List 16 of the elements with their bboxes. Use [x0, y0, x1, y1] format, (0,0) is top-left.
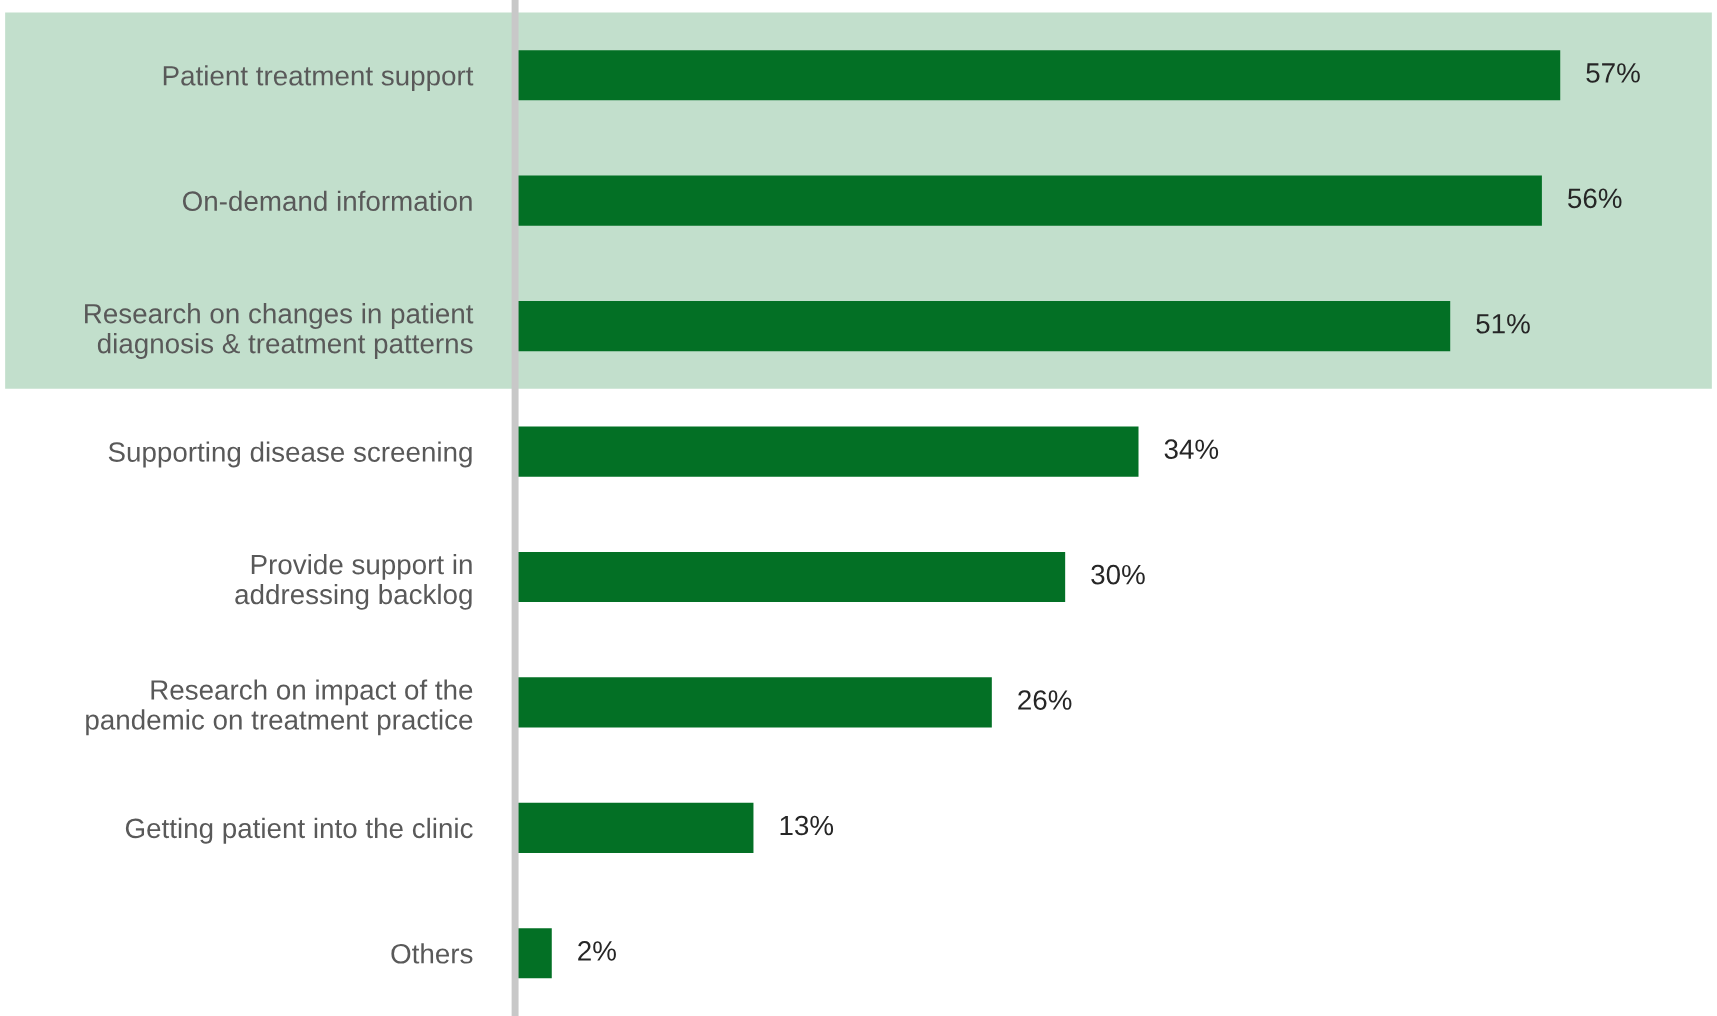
data-label: 34%	[1164, 439, 1219, 460]
y-tick-label: Research on changes in patient diagnosis & treatment patterns	[85, 303, 474, 359]
y-tick-label: Patient treatment support	[163, 65, 474, 92]
data-label: 57%	[1586, 63, 1640, 83]
data-label: 51%	[1476, 314, 1530, 334]
y-tick-label: Provide support in addressing backlog	[235, 553, 472, 610]
data-label: 56%	[1568, 188, 1622, 209]
y-tick-label: Research on impact of the pandemic on treatment practice	[86, 679, 473, 736]
y-tick-label: Others	[391, 943, 473, 964]
data-label: 13%	[780, 815, 834, 836]
data-label: 30%	[1091, 564, 1145, 585]
data-label: 2%	[578, 941, 616, 961]
y-tick-label: On-demand information	[182, 190, 472, 212]
y-tick-label: Supporting disease screening	[108, 441, 472, 468]
data-label: 26%	[1018, 690, 1072, 710]
y-tick-label: Getting patient into the clinic	[125, 817, 473, 844]
